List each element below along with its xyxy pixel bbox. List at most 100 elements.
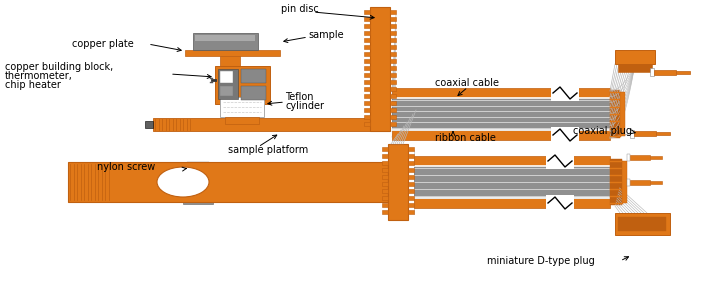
Bar <box>615 213 670 235</box>
Text: coaxial plug: coaxial plug <box>573 126 632 136</box>
Bar <box>382 210 388 214</box>
Bar <box>610 90 620 138</box>
Bar <box>618 217 666 231</box>
Bar <box>68 162 388 202</box>
Bar <box>408 161 414 165</box>
Bar <box>414 156 610 166</box>
Bar <box>187 186 209 189</box>
Bar <box>656 132 670 135</box>
Bar <box>364 10 370 14</box>
Text: copper building block,: copper building block, <box>5 62 113 72</box>
Bar <box>220 97 264 117</box>
Bar <box>382 189 388 193</box>
Bar <box>551 85 579 101</box>
Bar <box>390 101 396 105</box>
Bar <box>364 52 370 56</box>
Bar <box>390 108 396 112</box>
Bar <box>382 161 388 165</box>
Bar <box>630 180 650 185</box>
Text: nylon screw: nylon screw <box>97 162 155 172</box>
Bar <box>392 130 610 140</box>
Bar <box>145 121 153 128</box>
Bar <box>622 161 627 203</box>
Bar <box>390 94 396 98</box>
Bar <box>382 175 388 179</box>
Bar <box>630 130 634 138</box>
Bar <box>364 108 370 112</box>
Bar <box>615 50 655 64</box>
Bar <box>364 101 370 105</box>
Bar <box>220 86 233 96</box>
Bar <box>215 66 270 104</box>
Bar <box>408 168 414 172</box>
Bar <box>627 179 630 186</box>
Bar <box>187 190 209 193</box>
Text: cylinder: cylinder <box>285 101 324 111</box>
Bar <box>408 175 414 179</box>
Text: miniature D-type plug: miniature D-type plug <box>487 256 595 266</box>
Bar <box>187 170 209 173</box>
Bar <box>390 10 396 14</box>
Bar <box>627 154 630 161</box>
Bar <box>183 198 213 204</box>
Bar <box>546 195 574 211</box>
Bar <box>241 69 266 83</box>
Bar <box>390 122 396 126</box>
Bar <box>364 115 370 119</box>
Bar <box>388 144 408 220</box>
Bar <box>551 127 579 143</box>
Bar <box>414 166 610 198</box>
Bar <box>187 174 209 177</box>
Bar <box>364 59 370 63</box>
Bar <box>193 33 258 50</box>
Bar <box>382 182 388 186</box>
Bar <box>187 194 209 197</box>
Bar <box>187 162 209 165</box>
Bar <box>364 80 370 84</box>
Bar <box>364 17 370 21</box>
Bar <box>185 50 280 56</box>
Bar <box>364 31 370 35</box>
Bar <box>364 94 370 98</box>
Bar <box>390 52 396 56</box>
Bar <box>408 154 414 158</box>
Bar <box>195 35 255 41</box>
Bar <box>408 189 414 193</box>
Bar <box>390 87 396 91</box>
Bar <box>620 92 625 136</box>
Bar <box>220 71 233 83</box>
Bar <box>390 59 396 63</box>
Bar <box>382 154 388 158</box>
Bar <box>390 17 396 21</box>
Bar <box>218 69 238 99</box>
Bar <box>408 182 414 186</box>
Bar <box>408 210 414 214</box>
Text: sample platform: sample platform <box>228 145 308 155</box>
Bar <box>634 131 656 136</box>
Bar <box>390 115 396 119</box>
Bar <box>364 87 370 91</box>
Text: Teflon: Teflon <box>285 92 314 102</box>
Bar <box>650 68 654 76</box>
Bar <box>364 122 370 126</box>
Bar <box>390 66 396 70</box>
Bar <box>187 178 209 181</box>
Bar <box>390 31 396 35</box>
Bar <box>187 166 209 169</box>
Text: pin disc: pin disc <box>281 4 319 14</box>
Bar <box>390 80 396 84</box>
Text: copper plate: copper plate <box>72 39 134 49</box>
Bar <box>650 156 662 159</box>
Bar <box>153 118 385 131</box>
Bar <box>364 73 370 77</box>
Text: ribbon cable: ribbon cable <box>435 133 496 143</box>
Bar <box>414 198 610 208</box>
Bar <box>408 196 414 200</box>
Bar <box>390 73 396 77</box>
Bar <box>390 38 396 42</box>
Bar <box>241 86 266 100</box>
Bar <box>618 64 652 72</box>
Bar <box>364 24 370 28</box>
Bar <box>610 159 622 205</box>
Bar <box>373 38 390 118</box>
